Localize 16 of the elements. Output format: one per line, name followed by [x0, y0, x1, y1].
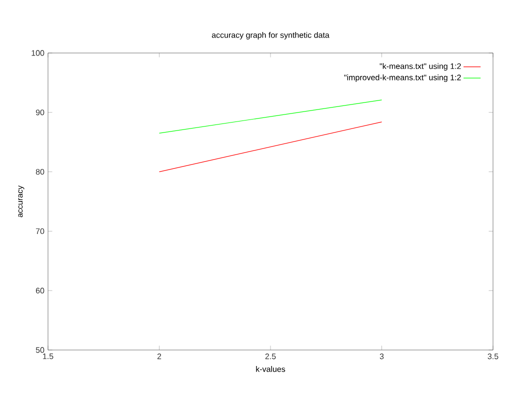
legend-label: "improved-k-means.txt" using 1:2 [344, 74, 461, 82]
y-axis-title: accuracy [18, 186, 24, 218]
x-tick-label: 1.5 [43, 354, 54, 360]
legend-label: "k-means.txt" using 1:2 [380, 63, 461, 71]
x-tick-label: 3.5 [488, 354, 498, 360]
y-tick-label: 80 [36, 168, 44, 175]
y-tick-label: 100 [32, 50, 44, 56]
x-axis-title: k-values [256, 366, 286, 372]
y-tick-label: 70 [36, 228, 44, 234]
x-tick-label: 2 [157, 354, 162, 360]
y-tick-label: 90 [36, 110, 44, 116]
chart-title: accuracy graph for synthetic data [212, 32, 330, 40]
y-tick-label: 60 [36, 288, 44, 294]
y-tick-label: 50 [36, 347, 44, 353]
x-tick-label: 2.5 [265, 354, 276, 360]
x-tick-label: 3 [380, 354, 384, 360]
